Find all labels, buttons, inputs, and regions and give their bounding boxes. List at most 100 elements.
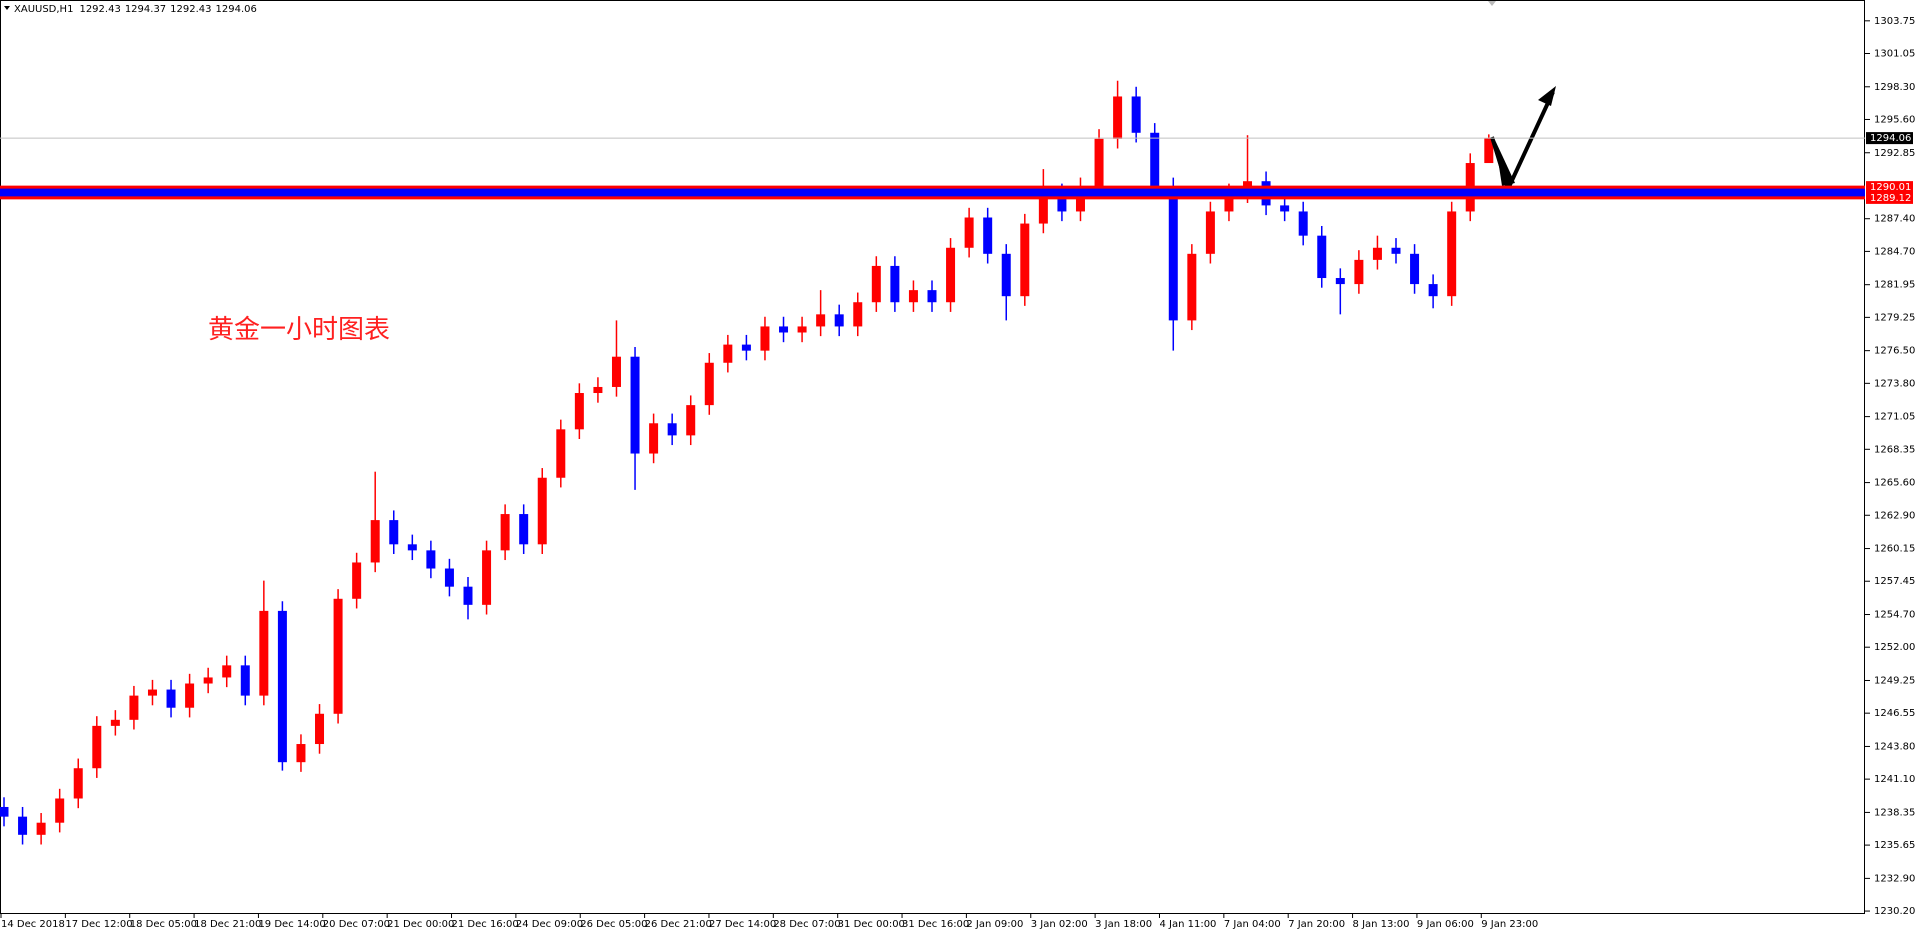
candle-body — [964, 217, 974, 248]
candle-body — [259, 610, 269, 696]
support-band — [0, 187, 1865, 198]
y-tick-label: 1260.15 — [1874, 544, 1915, 555]
candle-body — [630, 356, 640, 454]
candle-body — [222, 665, 232, 678]
y-tick-label: 1268.35 — [1874, 444, 1915, 455]
candle-body — [983, 217, 993, 254]
candle-body — [203, 677, 213, 684]
candle-body — [55, 798, 65, 823]
candle-body — [853, 302, 863, 327]
candle-body — [1335, 278, 1345, 285]
candle-body — [1094, 138, 1104, 188]
x-tick-label: 26 Dec 05:00 — [580, 919, 647, 930]
x-tick-label: 7 Jan 20:00 — [1288, 919, 1345, 930]
y-tick-label: 1232.90 — [1874, 873, 1915, 884]
x-tick-label: 31 Dec 16:00 — [902, 919, 969, 930]
candle-body — [333, 598, 343, 714]
price-tag-label: 1289.12 — [1870, 193, 1911, 204]
candle-body — [296, 744, 306, 763]
y-tick-label: 1243.80 — [1874, 741, 1915, 752]
y-tick-label: 1295.60 — [1874, 114, 1915, 125]
candle-body — [1410, 253, 1420, 285]
candle-body — [667, 423, 677, 436]
candle-body — [611, 356, 621, 387]
candle-body — [1428, 284, 1438, 297]
candle-body — [890, 265, 900, 303]
candle-body — [1131, 96, 1141, 133]
arrow-head — [1538, 86, 1556, 106]
ohlc-high: 1294.37 — [125, 4, 166, 15]
x-tick-label: 31 Dec 00:00 — [838, 919, 905, 930]
candle-body — [1298, 211, 1308, 236]
y-tick-label: 1271.05 — [1874, 412, 1915, 423]
candle-body — [277, 610, 287, 763]
candle-body — [537, 477, 547, 545]
y-tick-label: 1281.95 — [1874, 280, 1915, 291]
x-tick-label: 4 Jan 11:00 — [1159, 919, 1216, 930]
ohlc-low: 1292.43 — [170, 4, 211, 15]
y-tick-label: 1303.75 — [1874, 16, 1915, 27]
candle-body — [741, 344, 751, 351]
x-tick-label: 3 Jan 02:00 — [1031, 919, 1088, 930]
candle-body — [36, 822, 46, 835]
y-tick-label: 1276.50 — [1874, 346, 1915, 357]
menu-triangle — [4, 6, 10, 10]
candle-body — [946, 247, 956, 303]
candle-body — [389, 520, 399, 545]
candle-body — [166, 689, 176, 708]
x-tick-label: 7 Jan 04:00 — [1224, 919, 1281, 930]
candle-body — [352, 562, 362, 599]
y-tick-label: 1262.90 — [1874, 510, 1915, 521]
candle-body — [871, 265, 881, 303]
plot-frame — [0, 0, 1865, 914]
x-tick-label: 19 Dec 14:00 — [258, 919, 325, 930]
candle-body — [1168, 187, 1178, 321]
price-tag — [1866, 181, 1913, 194]
x-tick-label: 20 Dec 07:00 — [323, 919, 390, 930]
candle-body — [593, 386, 603, 394]
price-tag — [1866, 191, 1913, 204]
candle-body — [1038, 193, 1048, 224]
x-tick-label: 18 Dec 21:00 — [194, 919, 261, 930]
x-tick-label: 2 Jan 09:00 — [966, 919, 1023, 930]
y-tick-label: 1292.85 — [1874, 148, 1915, 159]
y-tick-label: 1241.10 — [1874, 774, 1915, 785]
candle-body — [1205, 211, 1215, 254]
ohlc-open: 1292.43 — [79, 4, 120, 15]
candle-body — [1447, 211, 1457, 297]
annotation: 黄金一小时图表 — [208, 315, 390, 345]
x-tick-label: 26 Dec 21:00 — [645, 919, 712, 930]
symbol: XAUUSD,H1 — [14, 4, 73, 15]
candle-body — [927, 290, 937, 303]
candle-body — [704, 362, 714, 406]
candle-body — [1391, 247, 1401, 254]
candle-body — [463, 586, 473, 605]
y-tick-label: 1265.60 — [1874, 478, 1915, 489]
y-tick-label: 1249.25 — [1874, 675, 1915, 686]
candle-body — [908, 290, 918, 303]
candle-body — [556, 429, 566, 478]
candle-body — [1317, 235, 1327, 279]
candle-body — [574, 393, 584, 430]
candle-body — [760, 326, 770, 351]
candle-body — [797, 326, 807, 333]
candle-body — [407, 544, 417, 551]
price-tag-label: 1290.01 — [1870, 182, 1911, 193]
candle-body — [1150, 132, 1160, 188]
y-tick-label: 1257.45 — [1874, 576, 1915, 587]
candle-body — [1354, 259, 1364, 285]
candle-body — [1224, 193, 1234, 212]
shift-marker — [1488, 1, 1496, 6]
candle-body — [816, 314, 826, 327]
x-tick-label: 9 Jan 23:00 — [1481, 919, 1538, 930]
ohlc-close: 1294.06 — [216, 4, 257, 15]
x-tick-label: 18 Dec 05:00 — [130, 919, 197, 930]
price-tag — [1866, 132, 1913, 145]
y-tick-label: 1273.80 — [1874, 378, 1915, 389]
header: XAUUSD,H1 1292.43 1294.37 1292.43 1294.06 — [14, 4, 257, 15]
candle-body — [1372, 247, 1382, 260]
y-tick-label: 1235.65 — [1874, 840, 1915, 851]
x-tick-label: 3 Jan 18:00 — [1095, 919, 1152, 930]
candle-body — [0, 806, 9, 817]
